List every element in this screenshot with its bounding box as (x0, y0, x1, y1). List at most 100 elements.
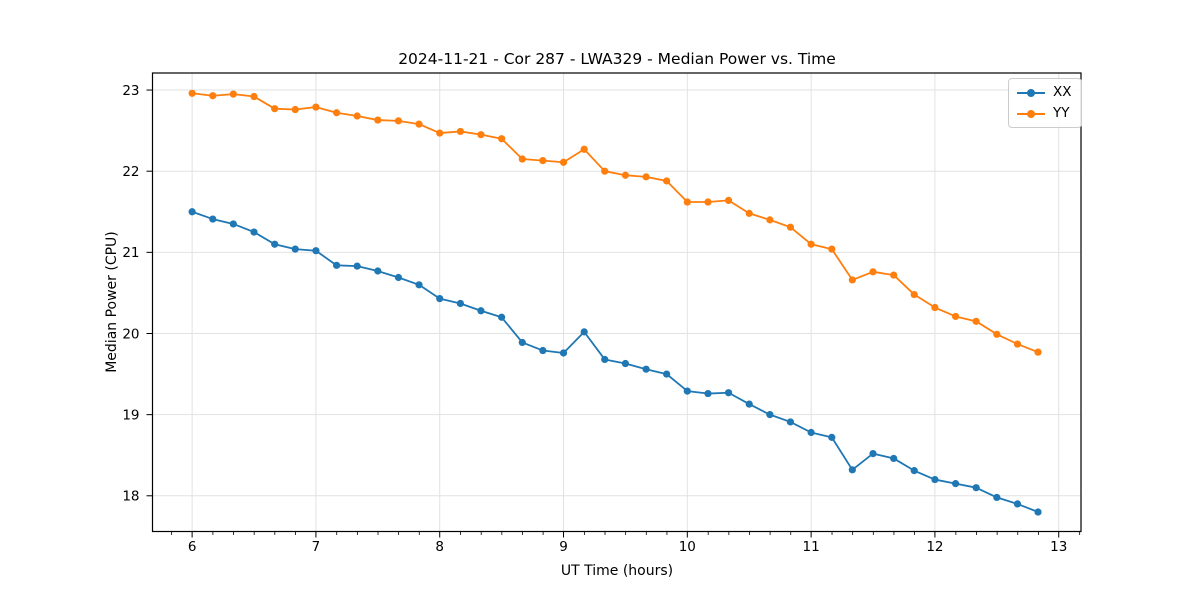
series-yy-marker (828, 245, 836, 253)
series-xx-marker (188, 208, 196, 216)
series-yy-marker (477, 131, 485, 139)
series-yy-marker (498, 135, 506, 143)
series-yy-marker (353, 112, 361, 120)
series-xx-marker (621, 359, 630, 368)
series-yy-marker (704, 198, 712, 206)
series-xx-marker (312, 247, 320, 255)
yy-line-marker-icon (1017, 109, 1045, 119)
plot-frame (151, 72, 1082, 533)
y-tick-label-22: 22 (122, 164, 139, 180)
series-xx-marker (353, 262, 361, 270)
series-xx-marker (436, 295, 444, 303)
series-xx-marker (869, 450, 877, 458)
series-yy-marker (1013, 340, 1022, 348)
series-xx-marker (518, 338, 526, 347)
series-yy-marker (456, 127, 464, 136)
xx-line-marker-icon (1017, 88, 1045, 98)
legend-item-xx: XX (1017, 83, 1072, 102)
series-yy-marker (601, 167, 609, 175)
series-xx-marker (374, 267, 382, 275)
legend-label-yy: YY (1053, 105, 1070, 121)
legend-label-xx: XX (1053, 84, 1072, 100)
series-yy-marker (766, 216, 774, 224)
series-xx-marker (209, 215, 217, 223)
series-xx-marker (229, 220, 237, 228)
series-xx-marker (951, 480, 960, 488)
y-axis-label: Median Power (CPU) (104, 231, 120, 373)
series-xx-marker (848, 466, 856, 474)
series-yy-marker (910, 290, 918, 299)
series-yy-marker (436, 129, 444, 137)
series-xx-marker (559, 349, 568, 357)
series-yy-marker (683, 198, 691, 206)
series-xx-marker (807, 428, 815, 437)
series-xx-marker (642, 365, 650, 373)
x-tick-label-7: 7 (312, 539, 321, 555)
series-xx-marker (539, 346, 547, 355)
series-yy-marker (621, 171, 630, 179)
series-yy-marker (993, 330, 1001, 338)
series-yy-marker (559, 158, 568, 166)
series-yy-marker (332, 109, 341, 117)
series-yy-marker (848, 276, 856, 284)
series-yy-marker (745, 209, 753, 217)
series-xx-marker (415, 281, 423, 289)
series-xx-marker (766, 411, 774, 419)
series-yy-marker (229, 90, 237, 98)
series-xx-marker (271, 240, 279, 248)
series-yy-marker (271, 105, 279, 113)
x-tick-label-11: 11 (803, 539, 820, 555)
y-tick-label-20: 20 (122, 326, 139, 342)
legend-marker-icon (1027, 109, 1035, 118)
x-tick-label-12: 12 (926, 539, 943, 555)
series-yy-marker (931, 303, 939, 312)
series-xx-marker (683, 387, 691, 395)
series-yy-marker (890, 271, 898, 279)
series-xx-marker (394, 273, 403, 282)
series-xx-marker (828, 433, 836, 441)
series-yy-marker (518, 155, 526, 163)
series-xx-marker (601, 355, 609, 364)
series-yy-marker (250, 92, 258, 101)
series-xx-marker (477, 307, 485, 315)
legend-item-yy: YY (1017, 104, 1072, 123)
series-xx-marker (786, 418, 795, 426)
series-yy-marker (291, 105, 299, 114)
series-yy-marker (539, 157, 547, 165)
x-tick-label-9: 9 (559, 539, 568, 555)
series-xx-marker (1013, 500, 1022, 508)
series-xx-marker (890, 454, 898, 463)
series-xx-marker (724, 389, 733, 397)
y-tick-label-19: 19 (122, 407, 139, 423)
series-yy-marker (951, 312, 960, 321)
y-tick-label-21: 21 (122, 245, 139, 261)
series-xx-marker (250, 228, 258, 236)
x-tick-label-6: 6 (188, 539, 197, 555)
series-xx-marker (704, 389, 712, 398)
series-yy-marker (786, 223, 795, 231)
y-tick-label-23: 23 (122, 83, 139, 99)
series-yy-marker (663, 177, 671, 185)
x-tick-label-8: 8 (435, 539, 444, 555)
series-yy-marker (415, 120, 423, 128)
series-yy-line (192, 92, 1039, 353)
y-tick-label-18: 18 (122, 489, 139, 505)
series-yy-marker (312, 103, 320, 111)
series-yy-marker (807, 240, 815, 248)
series-yy-marker (188, 89, 196, 97)
series-xx-marker (332, 261, 341, 269)
series-xx-marker (993, 493, 1001, 502)
series-xx-marker (745, 400, 753, 408)
series-yy-marker (1034, 348, 1042, 356)
series-yy-marker (724, 196, 733, 205)
x-tick-label-13: 13 (1050, 539, 1067, 555)
legend-marker-icon (1027, 88, 1035, 97)
series-xx-marker (456, 299, 464, 308)
series-xx-marker (291, 245, 299, 253)
series-xx-marker (931, 475, 939, 484)
series-yy-marker (869, 268, 877, 276)
series-xx-marker (580, 328, 588, 336)
x-axis-label: UT Time (hours) (560, 563, 674, 579)
